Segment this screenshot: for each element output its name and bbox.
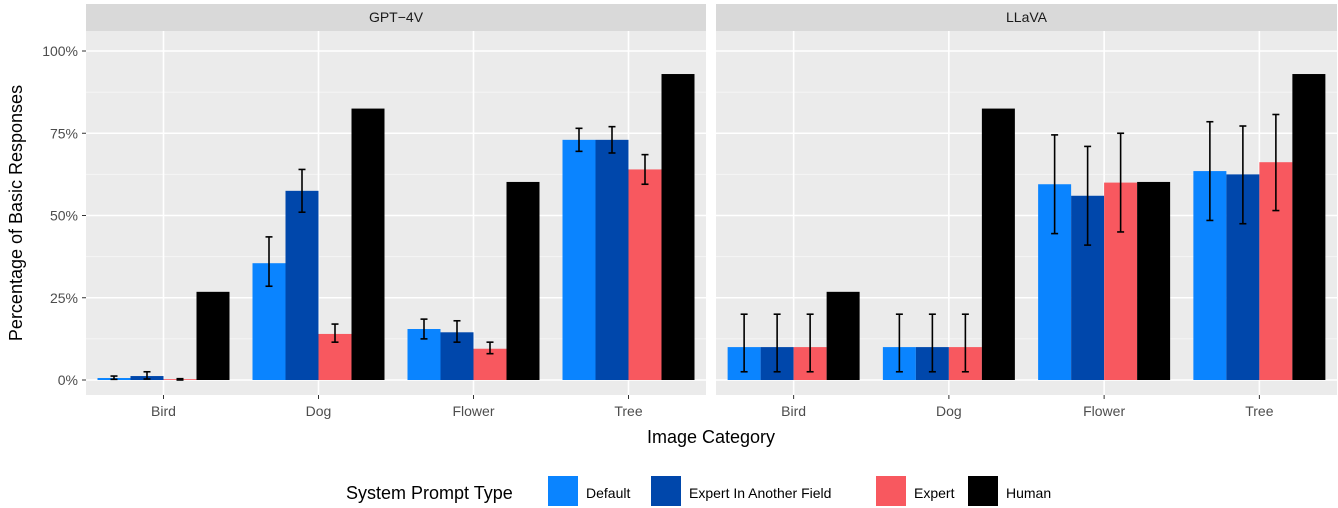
panel-strip-gpt4v	[86, 4, 706, 31]
y-axis-title: Percentage of Basic Responses	[6, 85, 26, 341]
bar-gpt4v-tree-default	[562, 139, 596, 380]
legend-label: Human	[1006, 485, 1051, 501]
axes: Bird Dog Flower Tree Bird Dog Flower Tree 0% 25% 5…	[42, 43, 1274, 419]
y-tick-label: 50%	[50, 208, 78, 224]
legend-key-expert	[876, 476, 906, 506]
x-tick-label: Flower	[452, 403, 494, 419]
x-tick-label: Flower	[1083, 403, 1125, 419]
bar-llava-flower-human	[1137, 181, 1171, 380]
legend-key-default	[548, 476, 578, 506]
x-tick-label: Tree	[614, 403, 642, 419]
bar-llava-dog-human	[981, 108, 1015, 380]
legend-label: Default	[586, 485, 630, 501]
legend-title: System Prompt Type	[346, 483, 513, 503]
x-tick-label: Dog	[936, 403, 962, 419]
panel-strip-llava	[716, 4, 1337, 31]
panel-title-llava: LLaVA	[1006, 9, 1048, 25]
bar-gpt4v-dog-human	[351, 108, 385, 380]
legend-key-expert-in-another-field	[651, 476, 681, 506]
legend: System Prompt Type Default Expert In Anot…	[346, 476, 1051, 506]
bar-gpt4v-tree-human	[661, 74, 695, 380]
legend-label: Expert In Another Field	[689, 485, 831, 501]
legend-label: Expert	[914, 485, 955, 501]
y-tick-label: 0%	[58, 372, 78, 388]
bar-llava-bird-human	[826, 291, 860, 380]
y-tick-label: 75%	[50, 125, 78, 141]
x-tick-label: Bird	[781, 403, 806, 419]
bar-gpt4v-bird-human	[196, 291, 230, 380]
x-axis-title: Image Category	[647, 427, 775, 447]
x-tick-label: Dog	[306, 403, 332, 419]
plot-marks	[97, 74, 1326, 381]
x-tick-label: Bird	[151, 403, 176, 419]
panel-title-gpt4v: GPT−4V	[369, 9, 424, 25]
bar-gpt4v-dog-expert-in-another-field	[285, 190, 319, 380]
bar-gpt4v-tree-expert	[628, 169, 662, 380]
x-tick-label: Tree	[1245, 403, 1273, 419]
bar-gpt4v-flower-human	[506, 181, 540, 380]
bar-llava-tree-human	[1292, 74, 1326, 380]
legend-key-human	[968, 476, 998, 506]
y-tick-label: 100%	[42, 43, 78, 59]
y-tick-label: 25%	[50, 290, 78, 306]
bar-gpt4v-tree-expert-in-another-field	[595, 139, 629, 380]
